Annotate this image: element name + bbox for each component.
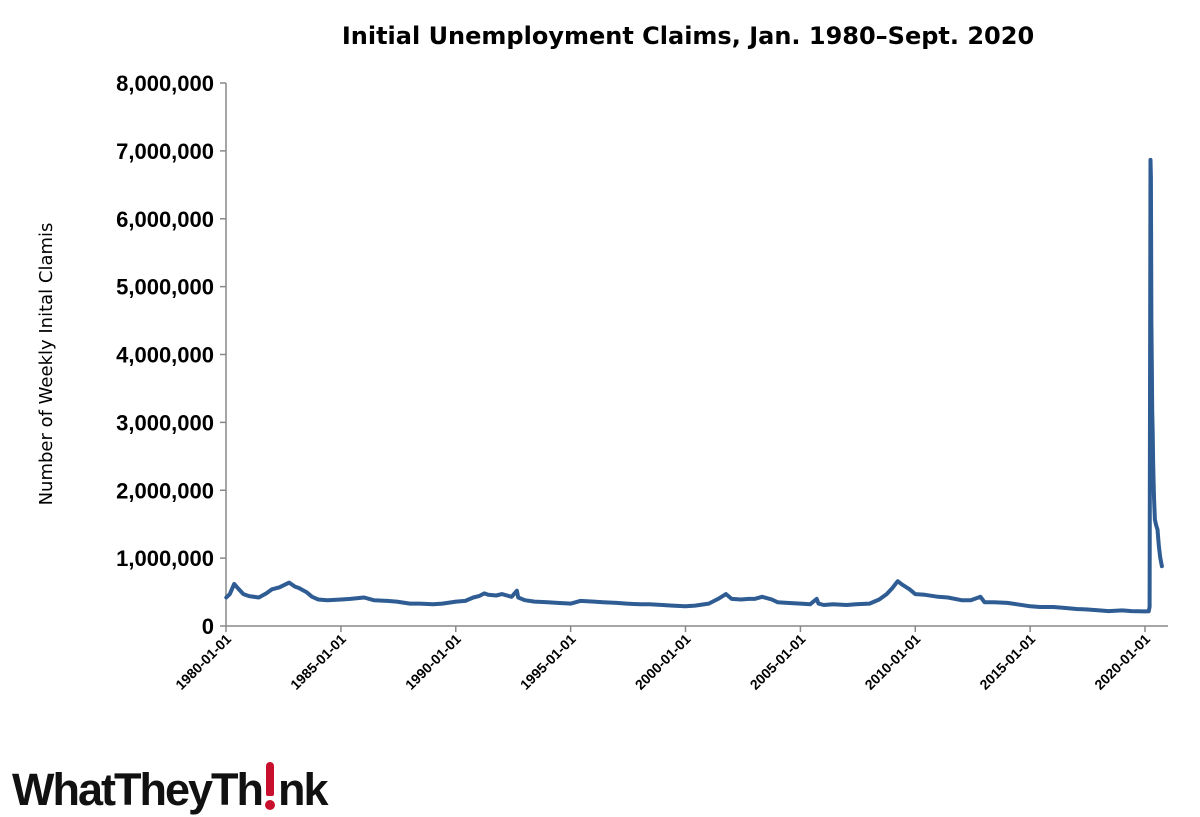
x-tick-label: 1985-01-01 <box>287 631 349 693</box>
logo-exclamation-icon <box>263 762 277 812</box>
x-tick-label: 2005-01-01 <box>747 631 809 693</box>
x-tick-label: 2000-01-01 <box>632 631 694 693</box>
y-tick-label: 2,000,000 <box>116 478 214 503</box>
y-tick-label: 7,000,000 <box>116 139 214 164</box>
y-tick-label: 1,000,000 <box>116 546 214 571</box>
x-tick-label: 1990-01-01 <box>402 631 464 693</box>
y-tick-label: 4,000,000 <box>116 343 214 368</box>
y-tick-label: 0 <box>202 614 214 639</box>
y-axis: 0 1,000,000 2,000,000 3,000,000 4,000,000 5,0… <box>116 71 226 639</box>
y-tick-label: 6,000,000 <box>116 207 214 232</box>
series-line <box>224 157 1164 614</box>
y-axis-label: Number of Weekly Inital Clamis <box>36 223 57 506</box>
chart-title: Initial Unemployment Claims, Jan. 1980–S… <box>342 22 1034 50</box>
x-tick-label: 1980-01-01 <box>172 631 234 693</box>
y-tick-label: 5,000,000 <box>116 275 214 300</box>
y-tick-label: 8,000,000 <box>116 71 214 96</box>
x-tick-label: 1995-01-01 <box>517 631 579 693</box>
x-tick-label: 2015-01-01 <box>976 631 1038 693</box>
x-axis: 1980-01-01 1985-01-01 1990-01-01 1995-01-01… <box>172 626 1153 693</box>
x-tick-label: 2020-01-01 <box>1091 631 1153 693</box>
logo-text-end: nk <box>277 764 328 815</box>
x-tick-label: 2010-01-01 <box>861 631 923 693</box>
axis-lines <box>225 83 1168 627</box>
y-tick-label: 3,000,000 <box>116 410 214 435</box>
whattheythink-logo: WhatTheyTh nk <box>12 752 328 815</box>
logo-text-start: WhatTheyTh <box>12 764 264 815</box>
series-layer <box>224 157 1164 614</box>
